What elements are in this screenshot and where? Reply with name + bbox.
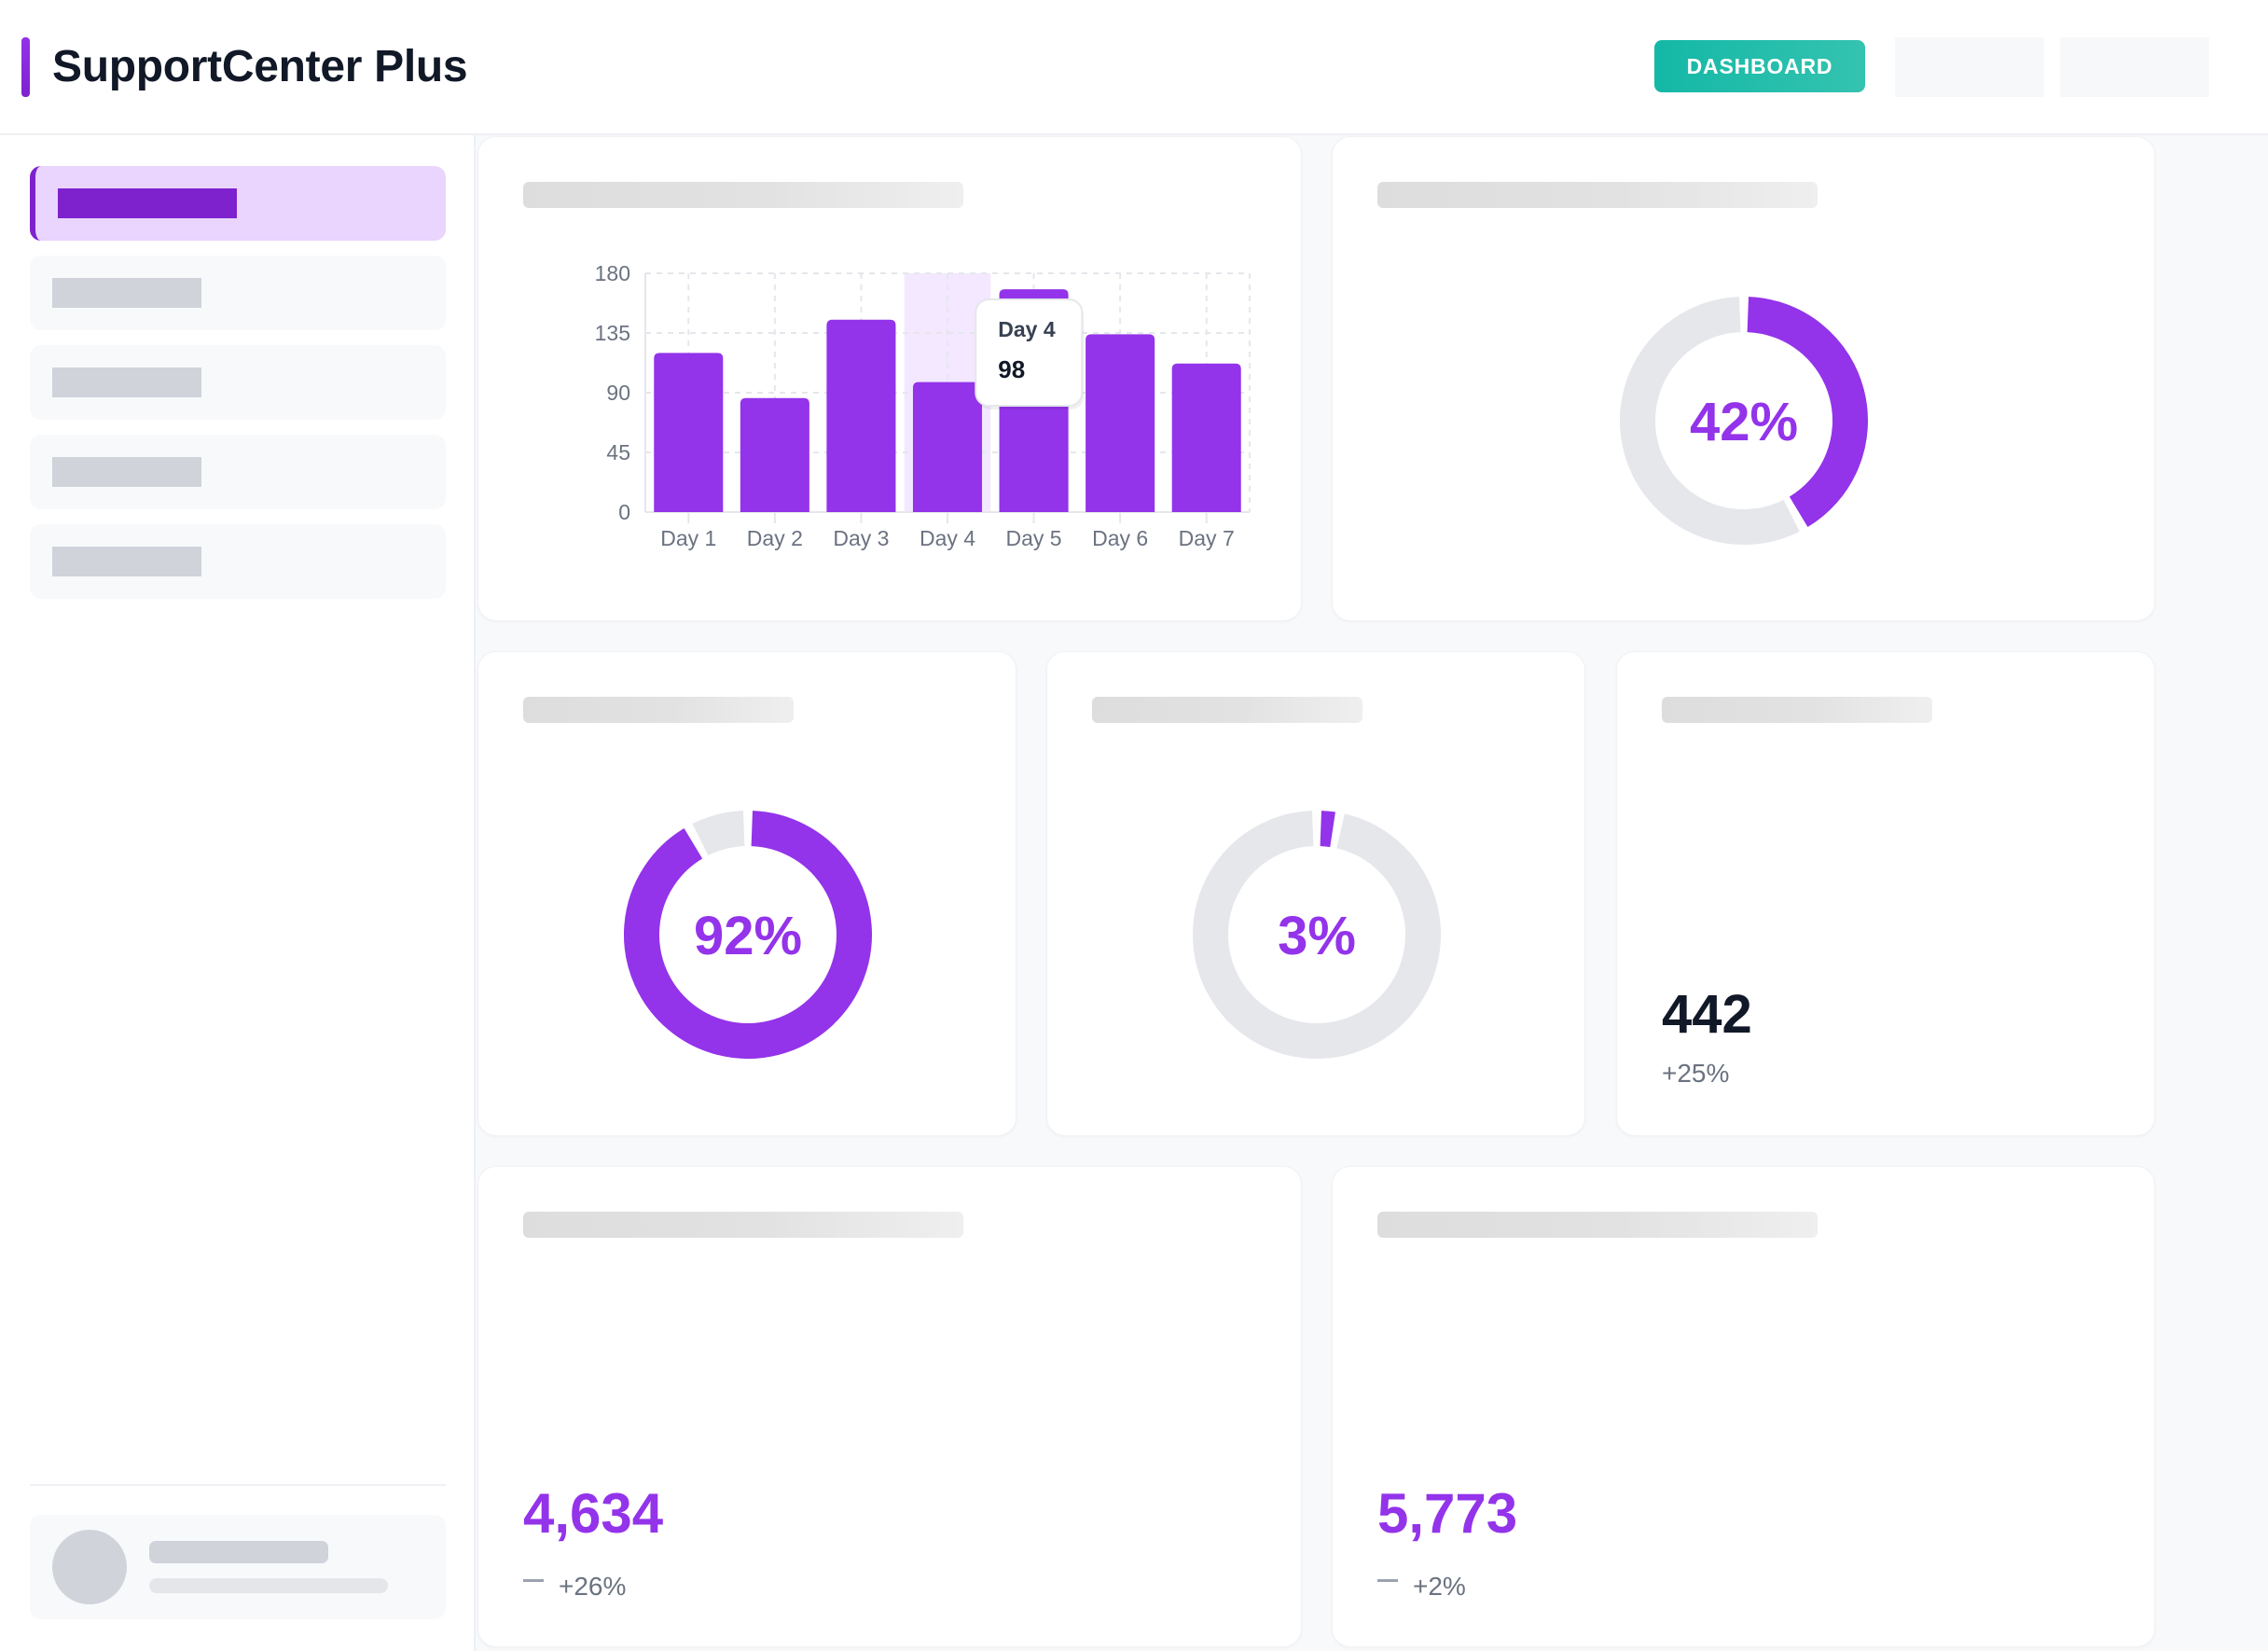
donut-percent-label: 3% (1278, 906, 1356, 966)
sidebar-item-label-placeholder (52, 547, 201, 576)
header-placeholder-button[interactable] (1895, 37, 2044, 97)
card-title-placeholder (1377, 182, 1818, 208)
card-title-placeholder (1092, 697, 1362, 723)
card-title-placeholder (1377, 1212, 1818, 1238)
y-tick-label: 135 (595, 321, 630, 345)
donut-chart: 3% (1193, 811, 1441, 1059)
sidebar-item[interactable] (30, 524, 446, 599)
donut-chart: 42% (1620, 297, 1868, 545)
kpi-value: 4,634 (523, 1482, 664, 1545)
avatar (52, 1530, 127, 1604)
kpi-card-a: 4,634 +26% (477, 1166, 1302, 1647)
donut-track-arc (692, 811, 746, 856)
card-title-placeholder (523, 182, 963, 208)
sidebar-item-label-placeholder (52, 278, 201, 308)
donut-percent-label: 92% (694, 906, 802, 966)
sidebar-item-label-placeholder (52, 457, 201, 487)
kpi-change-text: +2% (1413, 1572, 1466, 1601)
stat-change: +25% (1662, 1059, 1730, 1088)
donut-percent-label: 42% (1690, 392, 1798, 452)
donut-card-b: 3% (1046, 651, 1585, 1136)
x-tick-label: Day 6 (1092, 526, 1148, 550)
y-tick-label: 90 (606, 381, 630, 405)
bar (912, 382, 983, 512)
donut-track-arc (1193, 811, 1441, 1059)
card-title-placeholder (523, 1212, 963, 1238)
donut-value-arc (624, 811, 872, 1059)
donut-card-main: 42% (1332, 136, 2155, 621)
bar (654, 353, 724, 512)
bar (826, 319, 896, 512)
x-tick-label: Day 3 (833, 526, 889, 550)
x-tick-label: Day 4 (920, 526, 975, 550)
y-tick-label: 180 (595, 261, 630, 285)
user-role-placeholder (149, 1578, 388, 1593)
kpi-value: 5,773 (1377, 1482, 1518, 1545)
tooltip-label: Day 4 (998, 317, 1056, 341)
donut-card-a: 92% (477, 651, 1016, 1136)
kpi-card-b: 5,773 +2% (1332, 1166, 2155, 1647)
dash-icon (523, 1579, 544, 1583)
x-tick-label: Day 7 (1179, 526, 1235, 550)
sidebar-item[interactable] (30, 256, 446, 330)
sidebar (0, 135, 476, 1651)
sidebar-item[interactable] (30, 345, 446, 420)
kpi-change-text: +26% (559, 1572, 627, 1601)
stat-value: 442 (1662, 984, 1752, 1045)
sidebar-item-label-placeholder (58, 188, 237, 218)
chart-tooltip: Day 4 98 (975, 298, 1085, 409)
bar-chart: 0 45 90 135 180 Day 1 Day 2 Day 3 Day 4 Day 5 Day … (595, 261, 1251, 550)
sidebar-item-label-placeholder (52, 368, 201, 397)
dash-icon (1377, 1579, 1398, 1583)
card-title-placeholder (1662, 697, 1932, 723)
user-profile-card[interactable] (30, 1515, 446, 1619)
donut-chart: 92% (624, 811, 872, 1059)
x-tick-label: Day 1 (660, 526, 716, 550)
sidebar-item-active[interactable] (30, 166, 446, 241)
card-title-placeholder (523, 697, 794, 723)
bar (1171, 363, 1241, 512)
sidebar-item[interactable] (30, 435, 446, 509)
tooltip-value: 98 (998, 355, 1025, 383)
header-placeholder-button[interactable] (2060, 37, 2209, 97)
kpi-change: +26% (523, 1572, 626, 1602)
stat-card: 442 +25% (1616, 651, 2155, 1136)
bar (1086, 334, 1155, 512)
bar (740, 397, 809, 512)
kpi-change: +2% (1377, 1572, 1466, 1602)
y-tick-label: 45 (606, 440, 630, 465)
dashboard-button[interactable]: DASHBOARD (1654, 40, 1865, 92)
user-name-placeholder (149, 1541, 328, 1563)
brand-accent-bar (21, 37, 30, 97)
bar-chart-card: 0 45 90 135 180 Day 1 Day 2 Day 3 Day 4 Day 5 Day … (477, 136, 1302, 621)
y-tick-label: 0 (618, 500, 630, 524)
donut-track-arc (1620, 297, 1800, 545)
donut-value-arc (1320, 811, 1335, 848)
sidebar-divider (30, 1484, 446, 1486)
x-tick-label: Day 2 (747, 526, 803, 550)
app-title: SupportCenter Plus (52, 42, 468, 91)
donut-value-arc (1747, 297, 1868, 528)
top-header: SupportCenter Plus DASHBOARD (0, 0, 2268, 135)
x-tick-label: Day 5 (1006, 526, 1062, 550)
